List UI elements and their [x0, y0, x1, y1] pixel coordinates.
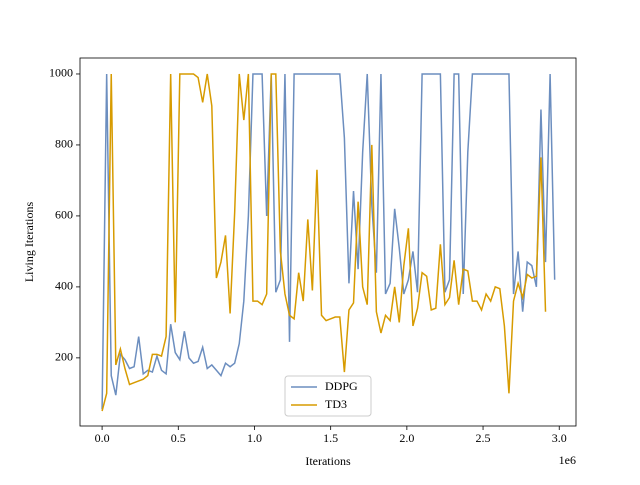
x-tick-label: 3.0 [552, 431, 567, 445]
x-tick-label: 0.5 [171, 431, 186, 445]
x-tick-label: 0.0 [95, 431, 110, 445]
y-tick-label: 400 [55, 279, 73, 293]
y-axis-label: Living Iterations [22, 202, 36, 283]
x-tick-label: 1.0 [247, 431, 262, 445]
plot-frame [79, 57, 577, 427]
legend-label: DDPG [325, 379, 358, 393]
y-tick-label: 600 [55, 208, 73, 222]
x-tick-label: 2.0 [399, 431, 414, 445]
y-tick-label: 800 [55, 137, 73, 151]
series-line [101, 73, 556, 410]
legend-label: TD3 [325, 397, 347, 411]
legend-box [284, 375, 372, 417]
series-line [101, 73, 547, 412]
x-tick-label: 1.5 [323, 431, 338, 445]
y-tick-label: 200 [55, 350, 73, 364]
y-tick-label: 1000 [49, 66, 73, 80]
x-axis-label: Iterations [305, 454, 351, 468]
x-offset-label: 1e6 [559, 453, 576, 467]
x-tick-label: 2.5 [476, 431, 491, 445]
